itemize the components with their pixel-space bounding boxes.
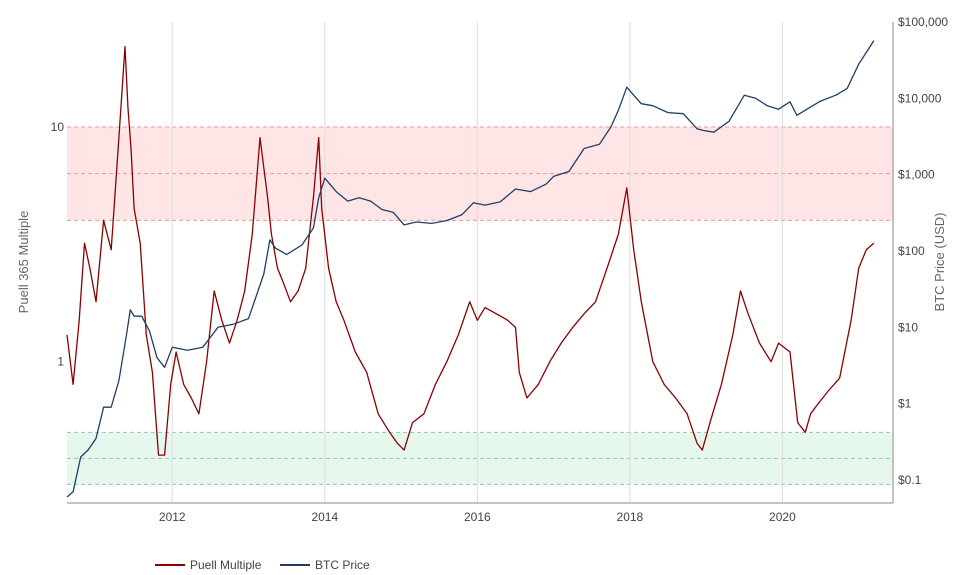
x-tick-label: 2020 bbox=[769, 510, 796, 524]
x-tick-label: 2018 bbox=[617, 510, 644, 524]
y-left-tick-label: 1 bbox=[57, 355, 64, 369]
legend-item-puell-multiple[interactable]: Puell Multiple bbox=[155, 558, 262, 572]
y-right-axis-title: BTC Price (USD) bbox=[932, 213, 947, 312]
axes: 2012 2014 2016 2018 2020 1 10 $0.1 $1 $10 $100 $1,0… bbox=[51, 15, 949, 524]
y-right-tick-label: $0.1 bbox=[898, 473, 922, 487]
threshold-bands bbox=[67, 126, 893, 485]
series-line-btc-price bbox=[66, 40, 875, 498]
y-right-tick-label: $10,000 bbox=[898, 91, 942, 105]
gridlines bbox=[171, 22, 783, 503]
series-line-puell-multiple bbox=[66, 45, 875, 456]
legend-item-btc-price[interactable]: BTC Price bbox=[280, 558, 370, 572]
legend-label: BTC Price bbox=[315, 558, 370, 572]
y-left-tick-label: 10 bbox=[51, 120, 65, 134]
y-right-tick-label: $100 bbox=[898, 244, 925, 258]
y-right-tick-label: $10 bbox=[898, 320, 918, 334]
legend-label: Puell Multiple bbox=[190, 558, 262, 572]
legend[interactable]: Puell Multiple BTC Price bbox=[155, 558, 370, 572]
series-lines bbox=[66, 40, 875, 498]
y-right-tick-label: $100,000 bbox=[898, 15, 948, 29]
y-right-tick-label: $1,000 bbox=[898, 168, 935, 182]
y-right-tick-label: $1 bbox=[898, 397, 912, 411]
y-left-axis-title: Puell 365 Multiple bbox=[16, 211, 31, 314]
x-tick-label: 2014 bbox=[311, 510, 338, 524]
x-tick-label: 2012 bbox=[159, 510, 186, 524]
x-tick-label: 2016 bbox=[464, 510, 491, 524]
